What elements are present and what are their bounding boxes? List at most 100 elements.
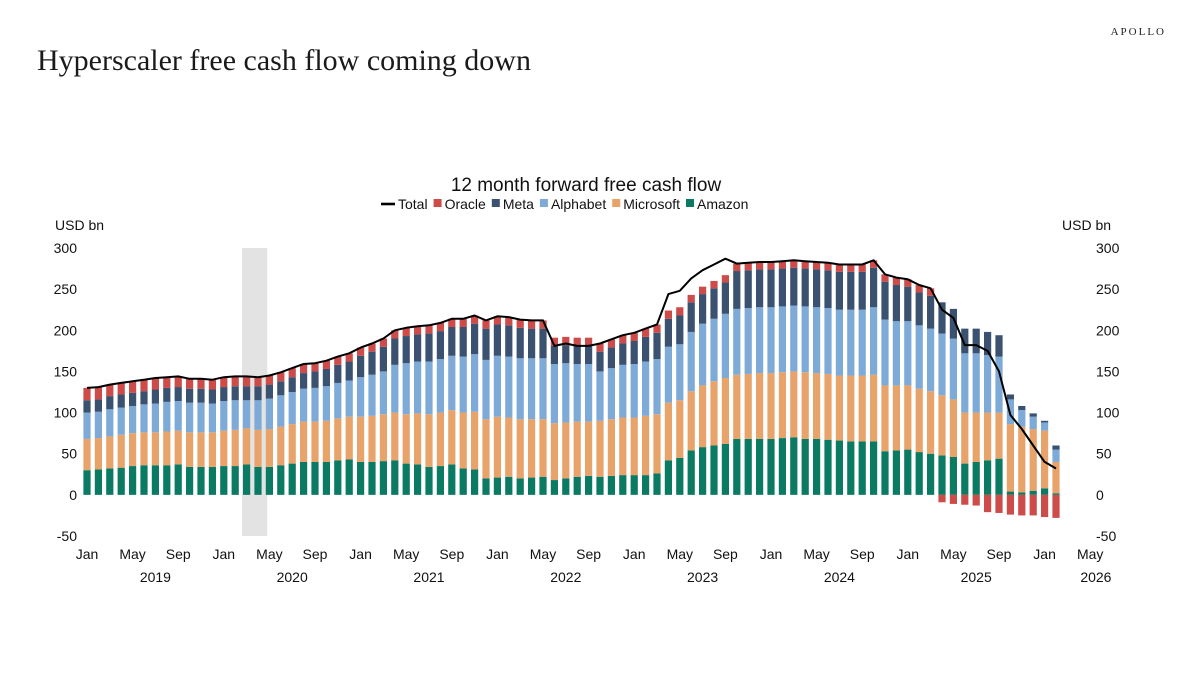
- y-tick-right: 250: [1096, 281, 1120, 297]
- bar-segment-oracle: [847, 264, 855, 272]
- bar-segment-amazon: [208, 466, 216, 495]
- bar-segment-microsoft: [140, 432, 148, 466]
- bar-segment-amazon: [1029, 490, 1037, 495]
- bar-segment-oracle: [1041, 494, 1049, 518]
- bar-segment-oracle: [186, 378, 194, 389]
- bar-segment-amazon: [117, 467, 125, 495]
- y-tick-left: 200: [54, 322, 78, 338]
- x-tick-month: Jan: [760, 546, 783, 562]
- bar-segment-oracle: [448, 318, 456, 327]
- bar-segment-oracle: [1006, 494, 1014, 515]
- bar-segment-microsoft: [790, 371, 798, 438]
- x-tick-month: Sep: [576, 546, 601, 562]
- bar-segment-amazon: [231, 466, 239, 495]
- bar-segment-oracle: [870, 260, 878, 268]
- bar-segment-meta: [824, 270, 832, 309]
- bar-segment-microsoft: [904, 385, 912, 450]
- bar-segment-meta: [379, 346, 387, 372]
- bar-segment-meta: [972, 328, 980, 354]
- bar-segment-amazon: [744, 438, 752, 495]
- bar-segment-alphabet: [630, 364, 638, 418]
- bar-segment-meta: [471, 323, 479, 355]
- bar-segment-microsoft: [744, 373, 752, 439]
- bar-segment-oracle: [129, 381, 137, 393]
- bar-segment-amazon: [300, 461, 308, 495]
- bar-segment-amazon: [630, 475, 638, 495]
- bar-segment-meta: [243, 386, 251, 401]
- bar-segment-amazon: [756, 438, 764, 495]
- bar-segment-meta: [402, 336, 410, 364]
- x-tick-year: 2022: [550, 569, 581, 585]
- bar-segment-meta: [756, 269, 764, 308]
- bar-segment-alphabet: [345, 380, 353, 417]
- bar-segment-microsoft: [915, 388, 923, 453]
- bar-segment-microsoft: [847, 375, 855, 442]
- bar-segment-microsoft: [425, 414, 433, 467]
- bar-segment-oracle: [585, 337, 593, 346]
- bar-segment-oracle: [357, 347, 365, 356]
- bar-segment-alphabet: [391, 364, 399, 413]
- legend-swatch-meta: [491, 199, 500, 207]
- bar-segment-alphabet: [334, 382, 342, 419]
- bar-segment-meta: [163, 387, 171, 402]
- bar-segment-amazon: [288, 463, 296, 495]
- bar-segment-oracle: [904, 279, 912, 287]
- bar-segment-oracle: [790, 260, 798, 268]
- x-tick-month: May: [1077, 546, 1103, 562]
- bar-segment-microsoft: [106, 436, 114, 469]
- bar-segment-amazon: [1018, 492, 1026, 495]
- x-tick-month: Jan: [76, 546, 99, 562]
- bar-segment-microsoft: [208, 432, 216, 467]
- bar-segment-amazon: [368, 461, 376, 495]
- bar-segment-oracle: [459, 318, 467, 327]
- bar-segment-alphabet: [915, 325, 923, 389]
- bar-segment-oracle: [425, 325, 433, 334]
- bar-segment-amazon: [311, 461, 319, 495]
- bar-segment-alphabet: [585, 364, 593, 422]
- bar-segment-alphabet: [402, 363, 410, 415]
- bar-segment-meta: [653, 332, 661, 360]
- bar-segment-oracle: [938, 494, 946, 503]
- bar-segment-oracle: [493, 316, 501, 325]
- bar-segment-amazon: [220, 466, 228, 495]
- bar-segment-meta: [265, 384, 273, 399]
- y-tick-right: 200: [1096, 322, 1120, 338]
- bar-segment-oracle: [642, 328, 650, 337]
- bar-segment-microsoft: [596, 420, 604, 477]
- bar-segment-meta: [676, 315, 684, 345]
- bar-segment-oracle: [835, 264, 843, 272]
- x-tick-month: Jan: [897, 546, 920, 562]
- bar-segment-meta: [425, 333, 433, 362]
- bar-segment-amazon: [83, 470, 91, 495]
- bar-segment-amazon: [505, 476, 513, 495]
- bar-segment-meta: [516, 327, 524, 359]
- bar-segment-meta: [482, 328, 490, 360]
- bar-segment-alphabet: [972, 353, 980, 413]
- bar-segment-amazon: [448, 464, 456, 495]
- bar-segment-microsoft: [972, 412, 980, 462]
- bar-segment-microsoft: [619, 417, 627, 476]
- bar-segment-oracle: [368, 343, 376, 352]
- bar-segment-microsoft: [539, 419, 547, 477]
- bar-segment-meta: [550, 345, 558, 365]
- bar-segment-microsoft: [881, 385, 889, 452]
- bar-segment-amazon: [699, 447, 707, 495]
- bar-segment-oracle: [322, 360, 330, 369]
- y-tick-left: 250: [54, 281, 78, 297]
- bar-segment-oracle: [756, 261, 764, 270]
- bar-segment-microsoft: [676, 400, 684, 458]
- bar-segment-oracle: [265, 375, 273, 385]
- bar-segment-microsoft: [265, 429, 273, 467]
- bar-segment-meta: [710, 288, 718, 319]
- x-tick-month: May: [530, 546, 556, 562]
- bar-segment-alphabet: [619, 364, 627, 418]
- bar-segment-alphabet: [721, 313, 729, 379]
- bar-segment-meta: [129, 392, 137, 406]
- bar-segment-alphabet: [562, 363, 570, 423]
- bar-segment-microsoft: [516, 419, 524, 479]
- y-axis-label-right: USD bn: [1062, 217, 1111, 233]
- bar-segment-amazon: [687, 450, 695, 495]
- bar-segment-amazon: [858, 441, 866, 495]
- bar-segment-meta: [459, 326, 467, 357]
- bar-segment-alphabet: [528, 358, 536, 420]
